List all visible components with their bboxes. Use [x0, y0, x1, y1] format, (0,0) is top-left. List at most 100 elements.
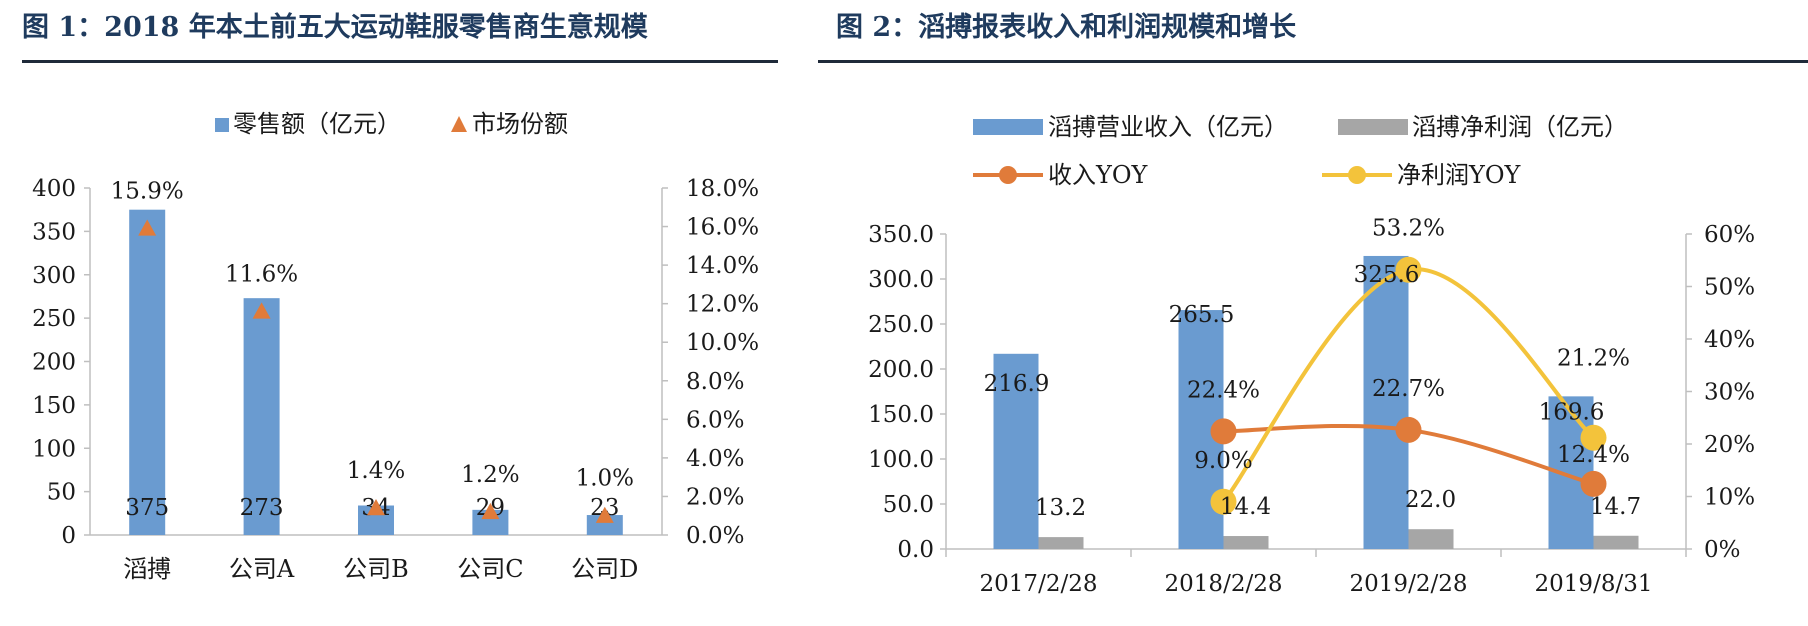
data-label-net-profit-yoy: 53.2%	[1372, 216, 1445, 242]
bar-retail	[243, 298, 280, 535]
y-tick-label-left: 300	[32, 263, 76, 289]
marker-revenue-yoy	[1395, 416, 1422, 443]
marker-net-profit-yoy	[1210, 488, 1237, 515]
data-label-net-profit-yoy: 9.0%	[1194, 448, 1252, 474]
y-tick-label-left: 350.0	[868, 222, 934, 248]
figure2-title: 图 2：滔搏报表收入和利润规模和增长	[836, 12, 1297, 43]
y-tick-label-left: 100	[32, 436, 76, 462]
y-tick-label-right: 30%	[1704, 380, 1755, 406]
legend-marker-revenue-yoy	[999, 166, 1017, 184]
x-tick-label: 公司C	[457, 555, 523, 583]
legend-label-revenue: 滔搏营业收入（亿元）	[1048, 113, 1288, 141]
data-label-net-profit: 14.7	[1590, 494, 1641, 520]
data-label-retail: 375	[125, 495, 169, 521]
bar-retail	[586, 515, 623, 535]
data-label-revenue: 325.6	[1354, 262, 1420, 288]
data-label-share: 1.0%	[576, 466, 634, 492]
y-tick-label-left: 200.0	[868, 357, 934, 383]
legend-marker-net-profit-yoy	[1348, 166, 1366, 184]
y-tick-label-left: 50	[47, 480, 76, 506]
legend-marker-share	[451, 116, 467, 132]
data-label-net-profit: 14.4	[1220, 494, 1271, 520]
marker-revenue-yoy	[1580, 470, 1607, 497]
data-label-net-profit: 22.0	[1405, 487, 1456, 513]
y-tick-label-left: 250.0	[868, 312, 934, 338]
y-tick-label-right: 6.0%	[686, 407, 744, 433]
figure2-title-rule	[818, 60, 1808, 63]
y-tick-label-right: 0.0%	[686, 523, 744, 549]
figure1-title: 图 1：2018 年本土前五大运动鞋服零售商生意规模	[22, 12, 648, 43]
marker-share	[367, 499, 385, 516]
x-tick-label: 公司A	[229, 555, 295, 583]
x-tick-label: 2017/2/28	[980, 571, 1098, 597]
data-label-revenue-yoy: 22.7%	[1372, 376, 1445, 402]
data-label-net-profit-yoy: 21.2%	[1557, 346, 1630, 372]
bar-net-profit	[1408, 529, 1454, 549]
y-tick-label-left: 50.0	[883, 492, 934, 518]
data-label-share: 1.4%	[347, 458, 405, 484]
legend-label-net-profit: 滔搏净利润（亿元）	[1412, 113, 1628, 141]
x-tick-label: 2019/8/31	[1535, 571, 1653, 597]
marker-share	[481, 502, 500, 520]
bar-revenue	[993, 353, 1039, 549]
y-tick-label-right: 12.0%	[686, 292, 759, 318]
legend-swatch-retail	[215, 118, 229, 132]
revenue-profit-chart: 0.0 50.0 100.0 150.0 200.0 250.0 300.0 350.0 0% 1…	[868, 113, 1755, 597]
y-tick-label-right: 20%	[1704, 432, 1755, 458]
y-tick-label-left: 300.0	[868, 267, 934, 293]
y-tick-label-right: 8.0%	[686, 369, 744, 395]
data-label-revenue-yoy: 12.4%	[1557, 442, 1630, 468]
x-tick-label: 公司B	[343, 555, 409, 583]
bar-revenue	[1363, 255, 1409, 549]
y-tick-label-right: 14.0%	[686, 253, 759, 279]
x-tick-label: 2018/2/28	[1165, 571, 1283, 597]
y-tick-label-right: 10%	[1704, 485, 1755, 511]
data-label-revenue: 216.9	[984, 371, 1050, 397]
y-tick-label-left: 200	[32, 350, 76, 376]
y-tick-label-left: 150.0	[868, 402, 934, 428]
marker-net-profit-yoy	[1580, 424, 1607, 451]
bar-net-profit	[1038, 537, 1084, 549]
retail-scale-chart: 0 50 100 150 200 250 300 350 400 0.0% 2.0% 4.0% 6.0%…	[32, 110, 759, 583]
bar-net-profit	[1223, 536, 1269, 549]
y-tick-label-right: 0%	[1704, 537, 1741, 563]
figure1-title-rule	[22, 60, 778, 63]
y-tick-label-right: 50%	[1704, 275, 1755, 301]
y-tick-label-left: 100.0	[868, 447, 934, 473]
data-label-net-profit: 13.2	[1035, 495, 1086, 521]
data-label-revenue-yoy: 22.4%	[1187, 377, 1260, 403]
y-tick-label-left: 400	[32, 176, 76, 202]
x-tick-label: 公司D	[571, 555, 638, 583]
marker-share	[595, 506, 614, 523]
y-tick-label-left: 0	[61, 523, 76, 549]
y-tick-label-left: 150	[32, 393, 76, 419]
bar-retail	[129, 209, 166, 535]
data-label-revenue: 265.5	[1169, 302, 1235, 328]
marker-revenue-yoy	[1210, 418, 1237, 445]
legend-label-share: 市场份额	[472, 110, 568, 138]
y-tick-label-right: 4.0%	[686, 446, 744, 472]
marker-net-profit-yoy	[1395, 256, 1422, 283]
data-label-share: 11.6%	[225, 261, 298, 287]
x-tick-label: 滔搏	[123, 555, 171, 583]
data-label-retail: 273	[240, 495, 284, 521]
legend-swatch-revenue	[973, 119, 1043, 135]
data-label-share: 1.2%	[461, 462, 519, 488]
marker-share	[138, 219, 157, 236]
legend-label-net-profit-yoy: 净利润YOY	[1397, 161, 1522, 189]
legend-label-revenue-yoy: 收入YOY	[1048, 161, 1149, 189]
marker-share	[252, 302, 271, 319]
data-label-revenue: 169.6	[1539, 399, 1605, 425]
y-tick-label-right: 2.0%	[686, 484, 744, 510]
data-label-share: 15.9%	[111, 178, 184, 204]
bar-net-profit	[1593, 535, 1639, 549]
legend-swatch-net-profit	[1338, 119, 1408, 135]
y-tick-label-left: 250	[32, 306, 76, 332]
legend-label-retail: 零售额（亿元）	[233, 110, 401, 138]
y-tick-label-right: 10.0%	[686, 330, 759, 356]
y-tick-label-right: 40%	[1704, 327, 1755, 353]
y-tick-label-right: 60%	[1704, 222, 1755, 248]
y-tick-label-right: 16.0%	[686, 215, 759, 241]
x-tick-label: 2019/2/28	[1350, 571, 1468, 597]
y-tick-label-left: 0.0	[897, 537, 934, 563]
